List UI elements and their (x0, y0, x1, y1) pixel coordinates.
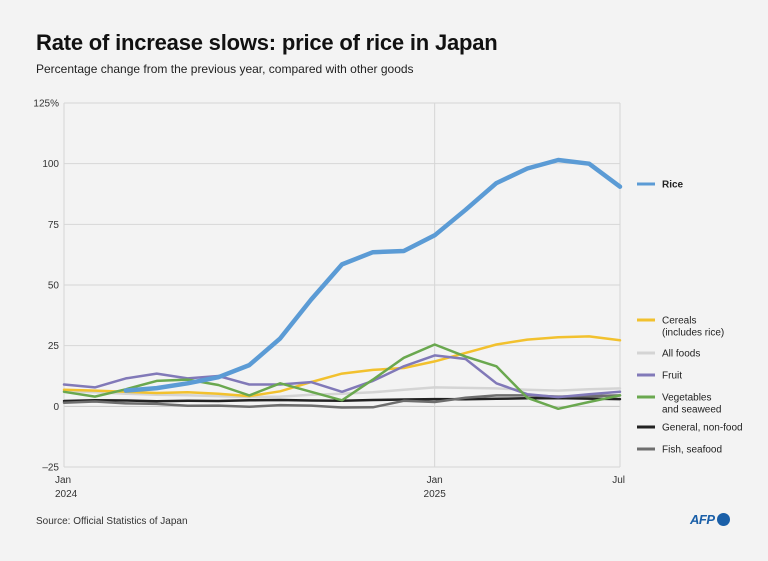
chart-title: Rate of increase slows: price of rice in… (36, 30, 498, 55)
y-tick-label: 25 (48, 341, 60, 352)
source-note: Source: Official Statistics of Japan (36, 516, 188, 527)
series-line-cereals (62, 335, 622, 398)
y-tick-label: –25 (42, 463, 59, 474)
legend-label-fish-seafood: Fish, seafood (662, 445, 722, 456)
legend-label-general-non-food: General, non-food (662, 423, 743, 434)
afp-logo-text: AFP (690, 512, 715, 527)
x-tick-label: Jul (612, 475, 625, 486)
series-line-all-foods (62, 386, 622, 399)
y-tick-label: 125% (33, 99, 59, 110)
x-tick-label: Jan (427, 475, 443, 486)
y-tick-label: 0 (53, 402, 59, 413)
legend-label-vegetables: Vegetables and seaweed (662, 393, 722, 416)
legend-label-cereals: Cereals (includes rice) (662, 316, 724, 339)
y-tick-label: 75 (48, 220, 60, 231)
legend-label-fruit: Fruit (662, 371, 682, 382)
x-tick-year-label: 2025 (424, 489, 447, 500)
legend-label-all-foods: All foods (662, 349, 700, 360)
legend-label-rice: Rice (662, 180, 684, 191)
series-line-rice (123, 157, 623, 393)
chart-subtitle: Percentage change from the previous year… (36, 62, 414, 76)
x-tick-year-label: 2024 (55, 489, 78, 500)
afp-logo-dot (716, 513, 730, 526)
series-line-fruit (62, 354, 622, 399)
x-tick-label: Jan (55, 475, 71, 486)
afp-logo: AFP (690, 512, 730, 527)
series-line-vegetables (62, 343, 622, 411)
y-tick-label: 50 (48, 281, 60, 292)
y-tick-label: 100 (42, 159, 59, 170)
